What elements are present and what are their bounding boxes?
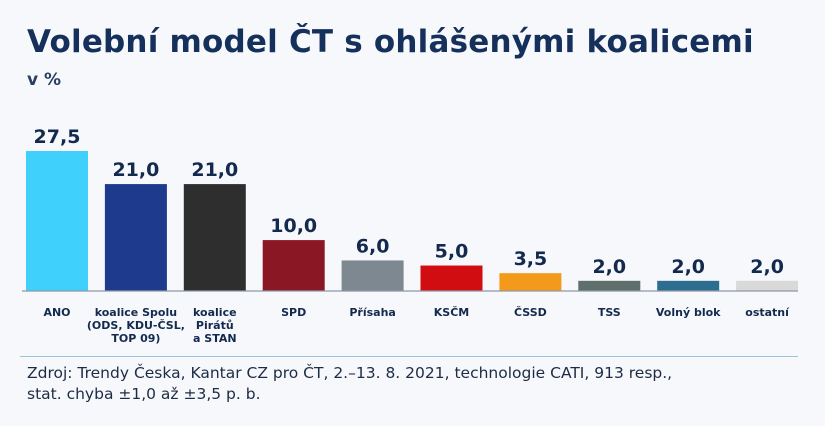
category-label-5-0: KSČM <box>434 306 469 319</box>
value-label-6: 3,5 <box>514 248 548 270</box>
bar-chart: 27,5 21,0 21,0 10,0 6,0 5,0 3,5 2,0 2,0 2,0 ANO ko… <box>22 126 799 345</box>
value-label-5: 5,0 <box>435 241 469 263</box>
value-label-2: 21,0 <box>191 159 238 181</box>
value-label-3: 10,0 <box>270 215 317 237</box>
bar-9 <box>736 280 799 291</box>
bar-3 <box>262 240 325 291</box>
category-label-1-1: (ODS, KDU-ČSL, <box>87 319 185 332</box>
category-label-3-0: SPD <box>281 306 306 319</box>
bar-8 <box>657 280 720 291</box>
source-line-1: Zdroj: Trendy Česka, Kantar CZ pro ČT, 2… <box>27 364 673 382</box>
category-label-4-0: Přísaha <box>349 306 395 319</box>
category-label-0-0: ANO <box>43 306 70 319</box>
value-label-4: 6,0 <box>356 235 390 257</box>
chart-title: Volební model ČT s ohlášenými koalicemi <box>27 24 754 60</box>
source-line-2: stat. chyba ±1,0 až ±3,5 p. b. <box>27 385 261 403</box>
value-label-0: 27,5 <box>34 126 81 148</box>
category-label-2-1: Pirátů <box>196 319 234 332</box>
value-label-9: 2,0 <box>750 256 784 278</box>
bar-5 <box>420 265 483 291</box>
category-label-2-2: a STAN <box>193 332 237 345</box>
chart-subtitle: v % <box>27 70 62 90</box>
category-label-7-0: TSS <box>598 306 621 319</box>
bar-2 <box>183 184 246 291</box>
bar-0 <box>26 151 88 291</box>
bar-6 <box>499 273 562 291</box>
category-label-1-2: TOP 09) <box>111 332 160 345</box>
value-label-8: 2,0 <box>671 256 705 278</box>
bar-7 <box>578 280 641 291</box>
category-label-1-0: koalice Spolu <box>95 306 177 319</box>
bar-4 <box>341 260 404 291</box>
value-label-1: 21,0 <box>112 159 159 181</box>
source-note: Zdroj: Trendy Česka, Kantar CZ pro ČT, 2… <box>27 363 797 405</box>
value-label-7: 2,0 <box>592 256 626 278</box>
category-label-8-0: Volný blok <box>656 306 721 319</box>
divider <box>20 356 798 357</box>
bar-1 <box>104 184 167 291</box>
category-label-6-0: ČSSD <box>514 306 547 319</box>
category-label-2-0: koalice <box>193 306 237 319</box>
category-label-9-0: ostatní <box>745 306 790 319</box>
